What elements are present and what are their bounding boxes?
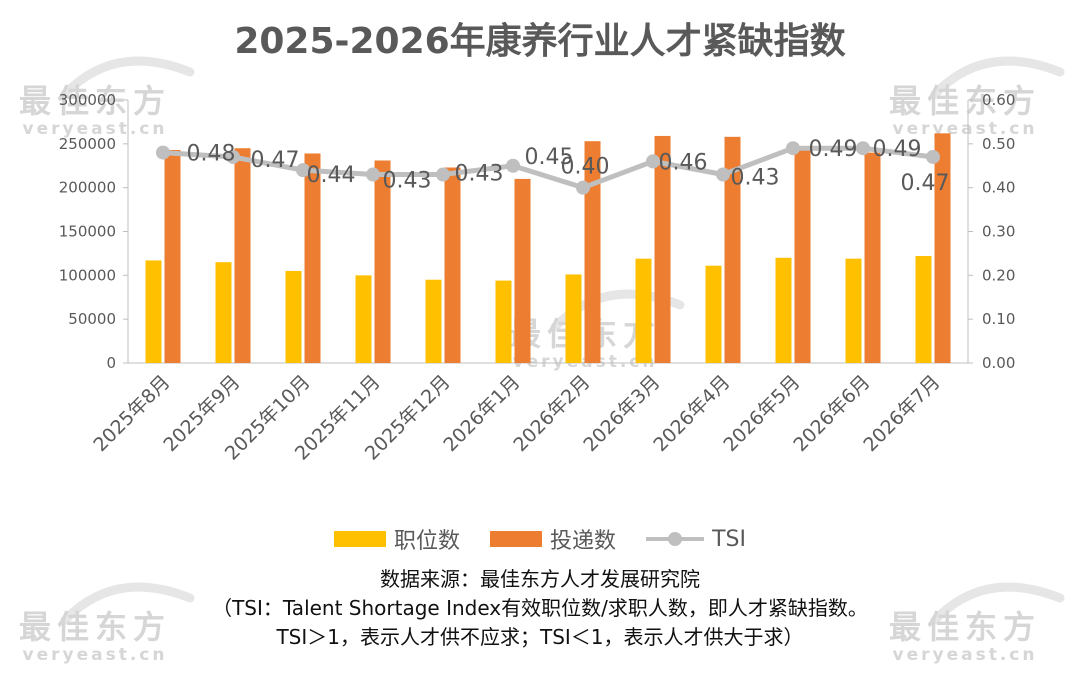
- legend-swatch-tsi: [646, 531, 705, 547]
- legend-label-applications: 投递数: [550, 529, 617, 554]
- bar-applications: [724, 136, 741, 363]
- tsi-data-label: 0.45: [525, 145, 574, 170]
- tsi-point: [646, 154, 660, 169]
- bar-applications: [794, 149, 811, 363]
- watermark-text: 最佳东方: [509, 315, 661, 353]
- bar-applications: [374, 160, 391, 363]
- bar-jobs: [775, 257, 792, 363]
- y-right-tick-label: 0.20: [982, 266, 1015, 284]
- tsi-point: [506, 158, 520, 173]
- bar-jobs: [285, 270, 302, 363]
- tsi-point: [156, 145, 170, 160]
- watermark-swoosh: [930, 56, 1065, 99]
- bar-applications: [864, 152, 881, 363]
- tsi-point: [926, 149, 940, 164]
- tsi-point: [856, 141, 870, 156]
- y-left-tick-label: 200000: [59, 179, 116, 197]
- watermark-url: veryeast.cn: [23, 645, 168, 665]
- legend-swatch-jobs: [334, 531, 387, 547]
- tsi-point: [296, 163, 310, 178]
- y-left-tick-label: 250000: [59, 135, 116, 153]
- y-left-tick-label: 50000: [68, 310, 116, 328]
- tsi-data-label: 0.49: [809, 137, 858, 162]
- footnote-source: 数据来源：最佳东方人才发展研究院: [380, 567, 700, 591]
- bar-jobs: [635, 258, 652, 363]
- tsi-point: [226, 149, 240, 164]
- bar-applications: [164, 149, 181, 363]
- bar-applications: [234, 148, 251, 363]
- watermark-url: veryeast.cn: [893, 119, 1038, 139]
- watermark-text: 最佳东方: [19, 82, 171, 120]
- tsi-data-label: 0.48: [187, 142, 236, 167]
- footnote-interpretation: TSI＞1，表示人才供不应求；TSI＜1，表示人才供大于求）: [276, 625, 804, 649]
- legend: 职位数 投递数 TSI: [0, 522, 1080, 556]
- watermark-url: veryeast.cn: [23, 119, 168, 139]
- tsi-data-label: 0.49: [873, 137, 922, 162]
- legend-label-jobs: 职位数: [394, 529, 461, 554]
- legend-item-tsi: TSI: [646, 527, 746, 552]
- watermark-text: 最佳东方: [889, 82, 1041, 120]
- bar-jobs: [705, 265, 722, 363]
- chart-title: 2025-2026年康养行业人才紧缺指数: [234, 21, 846, 62]
- tsi-point: [366, 167, 380, 182]
- y-right-tick-label: 0.00: [982, 354, 1015, 372]
- watermark-url: veryeast.cn: [513, 352, 658, 372]
- y-right-tick-label: 0.40: [982, 179, 1015, 197]
- watermark-swoosh: [60, 56, 195, 99]
- tsi-point: [786, 141, 800, 156]
- y-right-tick-label: 0.60: [982, 91, 1015, 109]
- bar-jobs: [845, 258, 862, 363]
- tsi-point: [716, 167, 730, 182]
- watermarks: 最佳东方veryeast.cn最佳东方veryeast.cn最佳东方veryea…: [19, 56, 1065, 665]
- y-right-tick-label: 0.30: [982, 223, 1015, 241]
- bar-applications: [444, 167, 461, 363]
- tsi-data-label: 0.47: [251, 148, 300, 173]
- tsi-data-label: 0.47: [901, 171, 950, 196]
- y-right-tick-label: 0.10: [982, 310, 1015, 328]
- watermark-text: 最佳东方: [889, 608, 1041, 646]
- watermark-text: 最佳东方: [19, 608, 171, 646]
- bars: [145, 133, 951, 363]
- footnote-definition: （TSI：Talent Shortage Index有效职位数/求职人数，即人才…: [212, 596, 868, 620]
- footnote: 数据来源：最佳东方人才发展研究院 （TSI：Talent Shortage In…: [0, 565, 1080, 652]
- legend-item-applications: 投递数: [490, 523, 616, 555]
- bar-applications: [654, 135, 671, 363]
- tsi-point: [576, 180, 590, 195]
- legend-label-tsi: TSI: [712, 526, 746, 552]
- bar-applications: [584, 141, 601, 363]
- y-left-tick-label: 300000: [59, 91, 116, 109]
- y-left-tick-label: 100000: [59, 266, 116, 284]
- tsi-point: [436, 167, 450, 182]
- bar-jobs: [355, 275, 372, 363]
- bar-jobs: [565, 274, 582, 363]
- tsi-line: [156, 141, 940, 195]
- bar-applications: [514, 178, 531, 363]
- labels: 0.48 0.47 0.44 0.43 0.43 0.450.40 0.46 0.43 0.49…: [187, 137, 950, 196]
- legend-swatch-applications: [490, 531, 543, 547]
- tsi-data-label: 0.46: [659, 150, 708, 175]
- tsi-data-label: 0.40: [561, 155, 610, 180]
- x-tick-label: 2026年7月: [859, 371, 944, 456]
- bar-jobs: [215, 262, 232, 363]
- tsi-data-label: 0.44: [307, 163, 356, 188]
- tsi-data-label: 0.43: [383, 169, 432, 194]
- watermark-swoosh: [60, 582, 195, 625]
- bar-jobs: [425, 279, 442, 363]
- bar-applications: [304, 153, 321, 363]
- bar-jobs: [915, 256, 932, 363]
- tsi-data-label: 0.43: [731, 166, 780, 191]
- watermark-swoosh: [930, 582, 1065, 625]
- bar-jobs: [145, 260, 162, 363]
- bar-applications: [934, 133, 951, 363]
- y-left-tick-label: 150000: [59, 223, 116, 241]
- y-right-tick-label: 0.50: [982, 135, 1015, 153]
- watermark-url: veryeast.cn: [893, 645, 1038, 665]
- tsi-data-label: 0.43: [455, 162, 504, 187]
- legend-item-jobs: 职位数: [334, 523, 460, 555]
- y-left-tick-label: 0: [106, 354, 116, 372]
- tsi-series-line: [162, 145, 934, 191]
- bar-jobs: [495, 280, 512, 363]
